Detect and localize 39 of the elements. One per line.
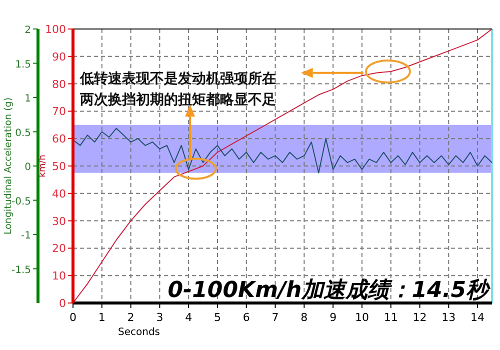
y-tick-label: 80	[52, 78, 66, 91]
y2-axis-title: Longitudinal Acceleration (g)	[3, 97, 14, 235]
x-tick-label: 13	[442, 311, 456, 324]
y-tick-label: 90	[52, 50, 66, 64]
y2-tick-label: 1	[24, 94, 31, 104]
x-tick-label: 2	[127, 311, 134, 324]
x-tick-label: 5	[214, 311, 221, 324]
x-tick-label: 11	[384, 311, 398, 324]
y-tick-label: 70	[52, 105, 66, 118]
y-tick-label: 0	[59, 297, 66, 310]
y2-tick-label: 1.5	[15, 59, 31, 70]
annotation: 0-100Km/h加速成绩：14.5秒	[168, 278, 491, 303]
y-tick-label: 40	[52, 187, 66, 200]
x-tick-label: 9	[330, 311, 337, 324]
x-tick-label: 12	[412, 311, 427, 324]
x-tick-label: 4	[185, 311, 192, 324]
y-tick-label: 50	[52, 160, 66, 173]
y-tick-label: 30	[52, 214, 66, 228]
y-tick-label: 60	[52, 132, 66, 146]
y-tick-label: 100	[45, 23, 66, 36]
x-tick-label: 1	[98, 311, 106, 324]
y2-tick-label: -0.5	[11, 196, 31, 208]
y-tick-label: 20	[52, 242, 66, 256]
y2-tick-label: -1.5	[11, 264, 31, 276]
y2-tick-label: 0.5	[15, 128, 31, 139]
y-tick-label: 10	[52, 270, 66, 283]
x-tick-label: 7	[272, 311, 279, 324]
y2-tick-label: 0	[24, 162, 31, 173]
x-tick-label: 3	[156, 311, 164, 324]
x-axis-title: Seconds	[118, 327, 160, 338]
line-series	[72, 28, 492, 304]
x-tick-label: 8	[300, 311, 308, 324]
x-tick-label: 10	[354, 311, 369, 324]
x-tick-label: 0	[70, 311, 76, 324]
y2-tick-label: -1	[21, 230, 31, 242]
x-tick-label: 14	[470, 311, 485, 324]
annotation: 低转速表现不是发动机强项所在两次换挡初期的扭矩都略显不足	[79, 71, 276, 108]
x-tick-label: 6	[242, 311, 250, 324]
y2-tick-label: 2	[24, 25, 31, 36]
